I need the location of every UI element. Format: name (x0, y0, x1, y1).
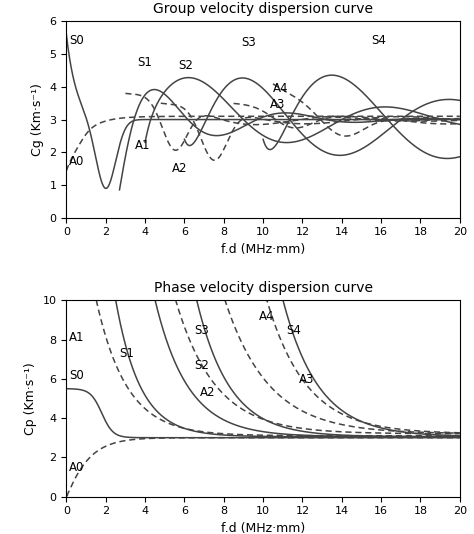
Text: A4: A4 (259, 310, 274, 323)
Text: A1: A1 (135, 139, 151, 152)
Text: A4: A4 (273, 82, 288, 95)
Title: Phase velocity dispersion curve: Phase velocity dispersion curve (154, 281, 373, 295)
Text: S1: S1 (137, 56, 152, 68)
Text: S0: S0 (69, 369, 84, 382)
Text: A2: A2 (172, 162, 187, 175)
Y-axis label: Cg (Km·s⁻¹): Cg (Km·s⁻¹) (31, 83, 44, 156)
Text: S2: S2 (194, 359, 209, 372)
Text: A2: A2 (200, 387, 216, 399)
Text: A3: A3 (299, 373, 314, 386)
Text: S4: S4 (287, 324, 301, 336)
Text: S3: S3 (241, 36, 256, 49)
Y-axis label: Cp (Km·s⁻¹): Cp (Km·s⁻¹) (24, 362, 37, 435)
Text: S2: S2 (179, 59, 193, 72)
Text: A1: A1 (69, 332, 85, 344)
Title: Group velocity dispersion curve: Group velocity dispersion curve (153, 2, 373, 16)
Text: A0: A0 (69, 461, 85, 474)
X-axis label: f.d (MHz·mm): f.d (MHz·mm) (221, 243, 305, 256)
Text: A3: A3 (270, 98, 285, 111)
Text: S1: S1 (119, 347, 134, 360)
Text: S4: S4 (371, 34, 386, 48)
Text: A0: A0 (69, 155, 85, 168)
Text: S3: S3 (194, 324, 209, 336)
Text: S0: S0 (69, 34, 84, 48)
X-axis label: f.d (MHz·mm): f.d (MHz·mm) (221, 522, 305, 534)
